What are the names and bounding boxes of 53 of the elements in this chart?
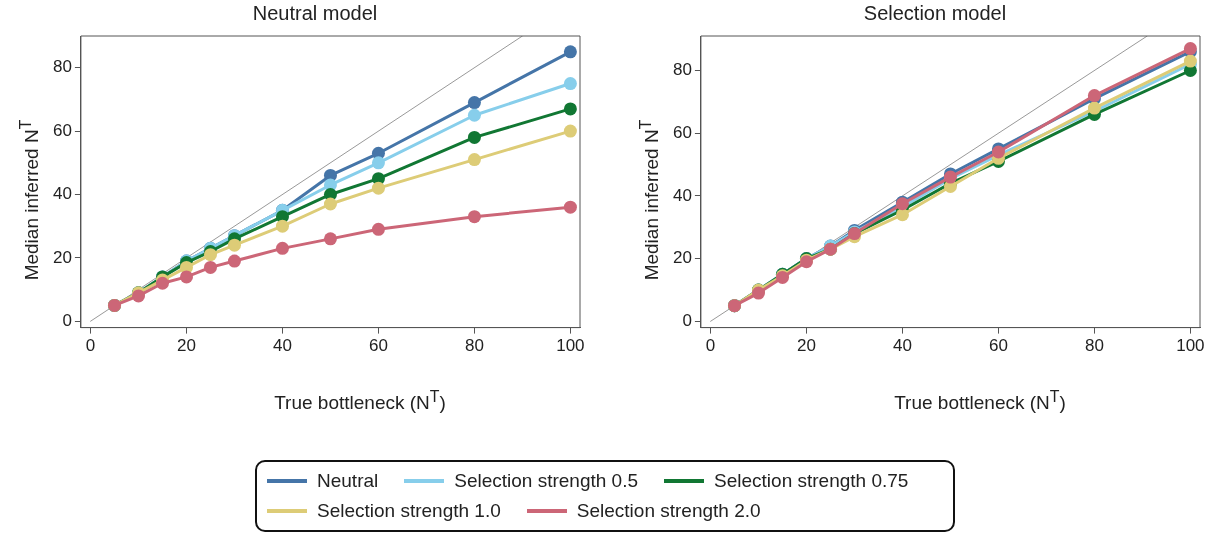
point (467, 130, 481, 144)
point (467, 108, 481, 122)
x-tick-label: 100 (1176, 336, 1205, 356)
point (371, 181, 385, 195)
point (227, 238, 241, 252)
point (323, 197, 337, 211)
point (563, 124, 577, 138)
point (467, 210, 481, 224)
x-tick-label: 0 (85, 336, 96, 356)
x-tick-label: 40 (273, 336, 292, 356)
legend-label: Selection strength 2.0 (576, 500, 761, 522)
x-tick-label: 80 (1084, 336, 1104, 356)
point (179, 270, 193, 284)
x-tick-label: 60 (368, 336, 388, 356)
point (275, 241, 289, 255)
x-tick-label: 0 (705, 336, 716, 356)
y-tick-label: 40 (52, 184, 72, 204)
y-tick-label: 80 (52, 57, 72, 77)
point (467, 153, 481, 167)
y-tick-label: 0 (62, 310, 72, 330)
point (563, 102, 577, 116)
y-tick-label: 40 (672, 185, 692, 205)
point (227, 254, 241, 268)
y-tick-label: 80 (672, 60, 692, 80)
point (371, 156, 385, 170)
chart-title: Neutral model (252, 1, 378, 24)
x-tick-label: 80 (464, 336, 484, 356)
point (563, 200, 577, 214)
x-axis-title: True bottleneck (N$^{T}$) (893, 388, 1067, 415)
point (323, 232, 337, 246)
x-tick-label: 40 (893, 336, 912, 356)
point (467, 96, 481, 110)
legend-label: Selection strength 0.75 (714, 470, 909, 492)
y-tick-label: 20 (52, 247, 72, 267)
point (895, 208, 909, 222)
x-tick-label: 20 (797, 336, 816, 356)
y-tick-label: 20 (672, 248, 692, 268)
point (563, 45, 577, 59)
legend-label: Selection strength 1.0 (317, 500, 501, 522)
y-tick-label: 60 (52, 120, 72, 140)
y-tick-label: 60 (672, 122, 692, 142)
legend-label: Selection strength 0.5 (454, 470, 639, 492)
x-axis-title: True bottleneck (N$^{T}$) (273, 388, 447, 415)
point (275, 219, 289, 233)
chart-title: Selection model (863, 1, 1007, 24)
y-tick-label: 0 (682, 311, 692, 331)
legend-label: Neutral (317, 470, 379, 492)
point (563, 77, 577, 91)
x-tick-label: 100 (556, 336, 585, 356)
x-tick-label: 20 (177, 336, 196, 356)
point (203, 260, 217, 274)
x-tick-label: 60 (988, 336, 1008, 356)
point (371, 222, 385, 236)
